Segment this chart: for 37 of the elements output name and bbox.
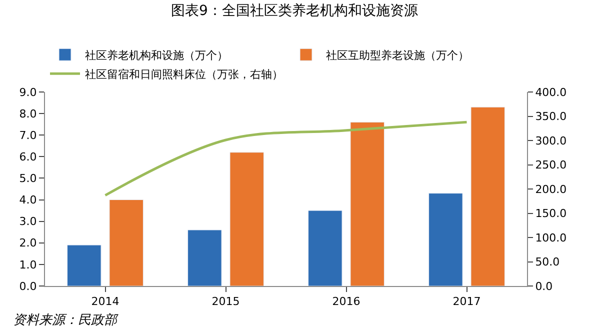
y2-tick-label: 200.0 (535, 182, 567, 196)
y2-tick-label: 50.0 (535, 256, 560, 269)
legend-label: 社区留宿和日间照料床位（万张，右轴） (85, 68, 283, 81)
y-tick-label: 5.0 (19, 172, 37, 186)
y2-tick-label: 400.0 (535, 86, 567, 99)
bar (350, 122, 384, 286)
bar (109, 200, 144, 286)
x-tick-label: 2014 (91, 295, 120, 308)
bar (470, 106, 505, 286)
y-tick-label: 9.0 (19, 86, 37, 99)
bar (188, 230, 222, 286)
y-tick-label: 7.0 (19, 128, 37, 142)
legend-label: 社区养老机构和设施（万个） (85, 48, 228, 62)
x-tick-label: 2017 (452, 295, 481, 308)
y-tick-label: 0.0 (19, 280, 37, 293)
y2-tick-label: 0.0 (535, 280, 553, 293)
y2-tick-label: 250.0 (535, 158, 567, 172)
y-tick-label: 3.0 (19, 215, 37, 228)
x-tick-label: 2015 (212, 295, 240, 308)
x-tick-label: 2016 (332, 295, 360, 308)
y2-tick-label: 100.0 (535, 231, 567, 244)
line-series (104, 120, 468, 197)
bar (428, 193, 463, 286)
y-tick-label: 1.0 (19, 258, 37, 272)
bar (308, 210, 342, 286)
text: 资料来源：民政部 (13, 313, 119, 328)
chart-title: 图表9：全国社区类养老机构和设施资源 (171, 2, 418, 19)
y2-tick-label: 350.0 (535, 110, 567, 124)
y-tick-label: 8.0 (19, 107, 37, 120)
y-tick-label: 4.0 (19, 194, 37, 207)
y2-tick-label: 300.0 (535, 134, 567, 148)
legend-label: 社区互助型养老设施（万个） (326, 48, 469, 62)
bar (230, 152, 264, 286)
bar (67, 244, 102, 286)
y-tick-label: 6.0 (19, 150, 37, 164)
y-tick-label: 2.0 (19, 236, 37, 250)
y2-tick-label: 150.0 (535, 207, 567, 220)
